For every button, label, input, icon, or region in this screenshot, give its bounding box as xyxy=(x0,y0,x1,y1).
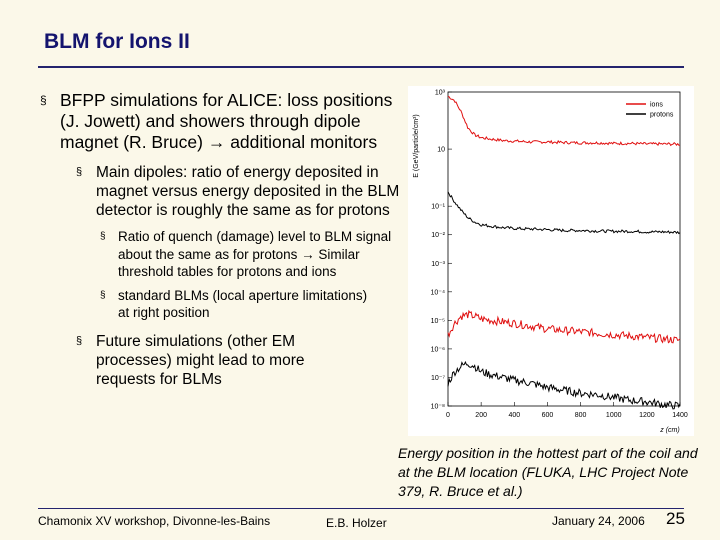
y-tick-label: 10⁻² xyxy=(431,232,445,239)
bullet-text: Ratio of quench (damage) level to BLM si… xyxy=(118,229,392,279)
series-line-ions-blm xyxy=(447,309,681,344)
x-tick-label: 200 xyxy=(475,412,487,419)
x-tick-label: 1000 xyxy=(606,412,622,419)
y-tick-label: 10 xyxy=(437,147,445,154)
x-tick-label: 400 xyxy=(508,412,520,419)
bullet-marker-icon: § xyxy=(40,93,47,107)
y-tick-label: 10⁻¹ xyxy=(431,204,445,211)
footer-event: Chamonix XV workshop, Divonne-les-Bains xyxy=(38,514,271,528)
y-tick-label: 10⁻⁸ xyxy=(431,404,445,411)
figure-caption: Energy position in the hottest part of t… xyxy=(398,445,698,499)
y-tick-label: 10⁻³ xyxy=(431,261,445,268)
legend-label-ions: ions xyxy=(650,102,663,109)
chart-background xyxy=(408,86,694,436)
bullet-quench-ratio: § Ratio of quench (damage) level to BLM … xyxy=(98,228,418,281)
footer-rule xyxy=(38,508,684,509)
y-axis: 10³ 10 10⁻¹ 10⁻² 10⁻³ 10⁻⁴ 10⁻⁵ 10⁻⁶ 10⁻⁷ 10⁻⁸ xyxy=(431,90,452,411)
chart-ylabel: E (GeV/particle/cm³) xyxy=(413,114,420,177)
y-tick-label: 10⁻⁷ xyxy=(431,375,445,382)
page-number: 25 xyxy=(666,509,685,528)
series-line-ions-coil xyxy=(447,95,681,147)
bullet-main-dipoles: § Main dipoles: ratio of energy deposite… xyxy=(70,163,416,220)
series-lines xyxy=(447,95,681,410)
bullet-marker-icon: § xyxy=(76,166,83,178)
bullet-standard-blms: § standard BLMs (local aperture limitati… xyxy=(98,287,368,322)
footer-author: E.B. Holzer xyxy=(326,516,387,530)
series-line-protons-coil xyxy=(447,191,681,235)
title-rule xyxy=(38,66,684,68)
x-tick-label: 1400 xyxy=(672,412,688,419)
footer-date: January 24, 2006 xyxy=(552,514,645,528)
y-tick-label: 10⁻⁶ xyxy=(431,346,445,353)
y-tick-label: 10⁻⁵ xyxy=(431,318,445,325)
bullet-marker-icon: § xyxy=(100,231,106,242)
x-tick-label: 800 xyxy=(575,412,587,419)
bullet-text: BFPP simulations for ALICE: loss positio… xyxy=(60,90,393,152)
y-tick-label: 10³ xyxy=(435,90,446,97)
legend-label-protons: protons xyxy=(650,112,674,119)
x-tick-label: 1200 xyxy=(639,412,655,419)
chart-xlabel: z (cm) xyxy=(659,427,679,434)
y-tick-label: 10⁻⁴ xyxy=(431,289,446,296)
slide-title: BLM for Ions II xyxy=(44,30,190,53)
bullet-text: standard BLMs (local aperture limitation… xyxy=(118,287,368,321)
bullet-bfpp: § BFPP simulations for ALICE: loss posit… xyxy=(36,90,416,153)
bullet-marker-icon: § xyxy=(100,289,106,301)
bullet-text: Main dipoles: ratio of energy deposited … xyxy=(96,164,400,219)
x-tick-label: 0 xyxy=(446,412,450,419)
series-line-protons-blm xyxy=(447,360,681,410)
bullet-list: § BFPP simulations for ALICE: loss posit… xyxy=(36,90,416,397)
plot-frame xyxy=(447,91,681,407)
chart-legend: ions protons xyxy=(626,102,674,119)
bullet-text: Future simulations (other EM processes) … xyxy=(96,332,305,388)
x-tick-label: 600 xyxy=(542,412,554,419)
bullet-marker-icon: § xyxy=(76,334,83,347)
energy-deposition-chart: E (GeV/particle/cm³) 10³1010⁻¹10⁻²10⁻³10… xyxy=(408,86,694,436)
bullet-future-simulations: § Future simulations (other EM processes… xyxy=(70,332,366,389)
